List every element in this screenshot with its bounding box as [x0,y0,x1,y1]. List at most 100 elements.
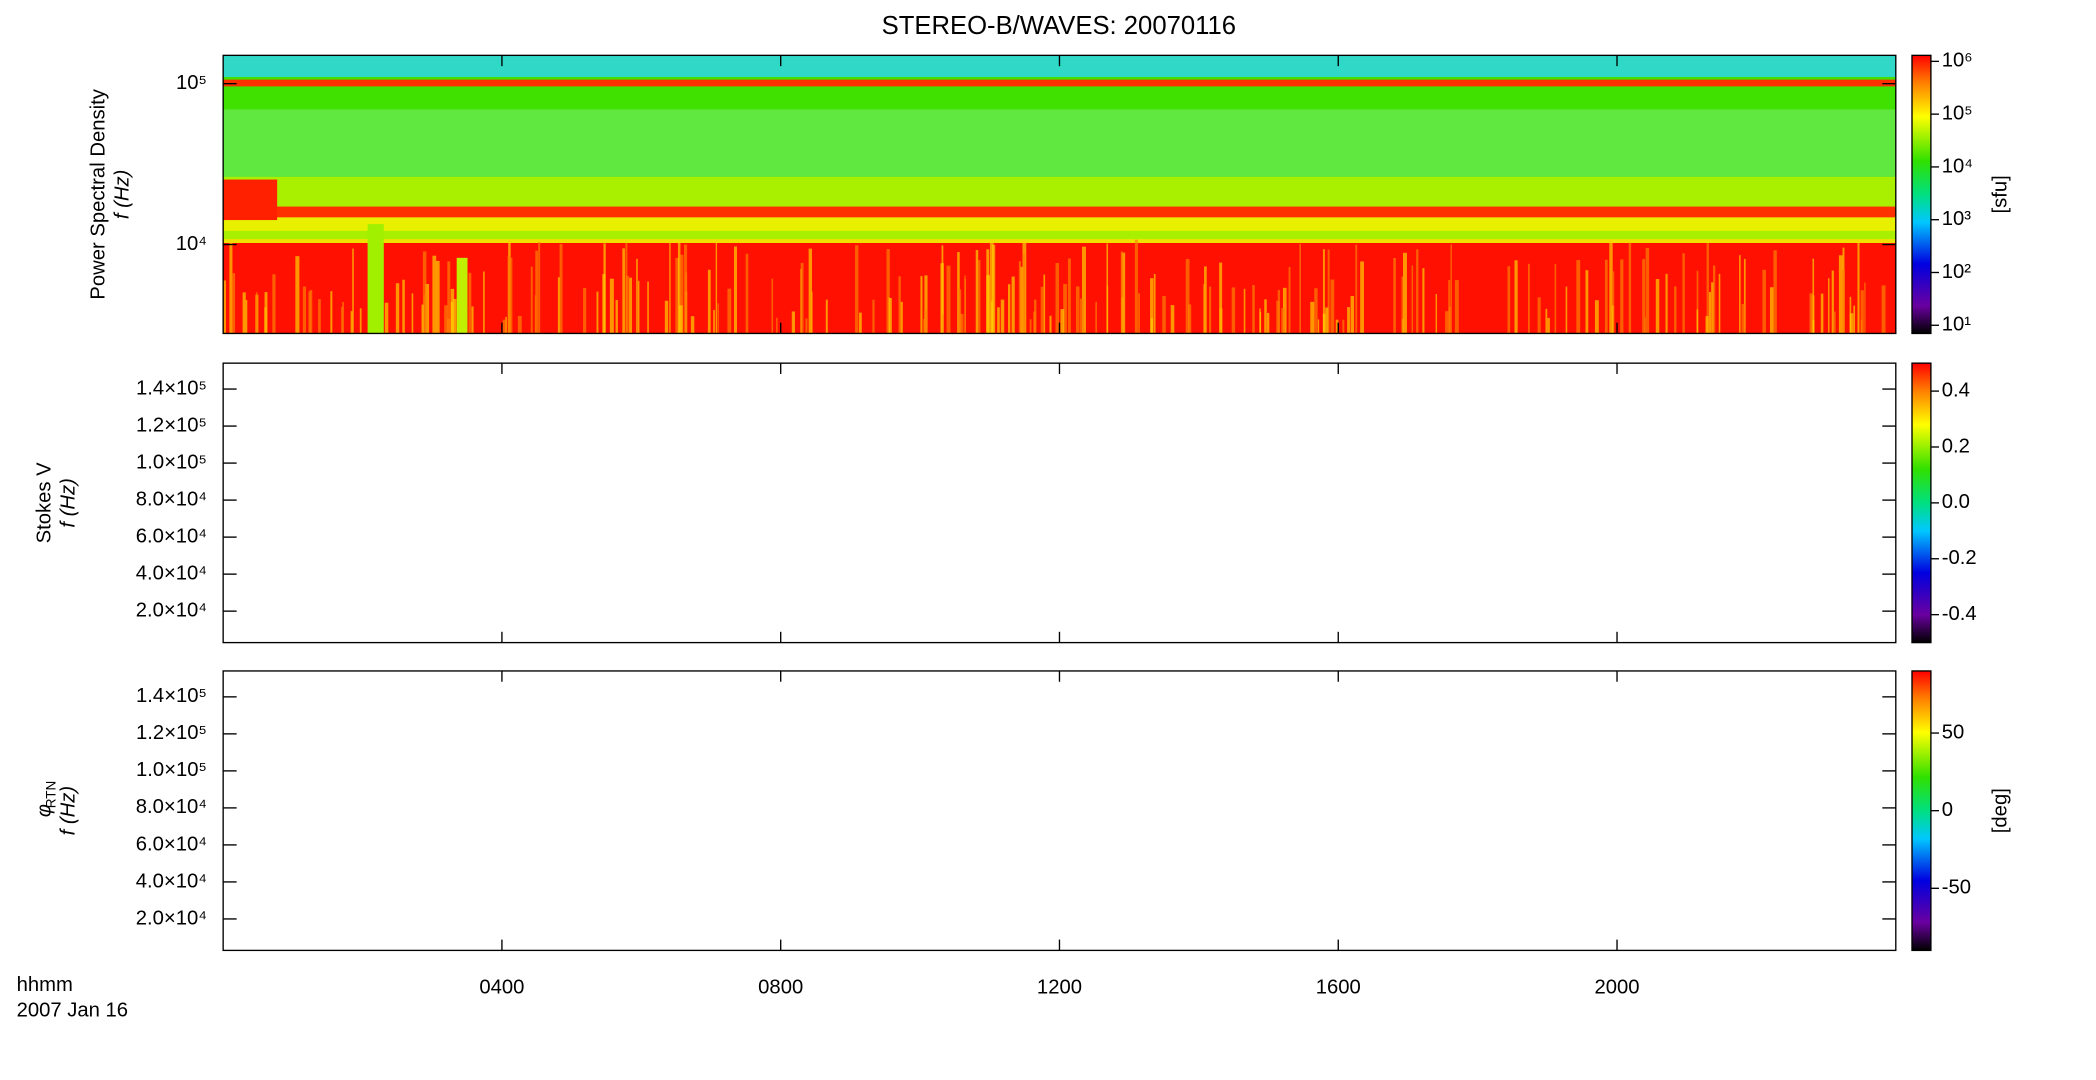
spectrogram-streak [923,319,927,334]
spectrogram-streak [1820,293,1824,334]
spectrogram-streak [1645,247,1650,334]
spectrogram-streak [1402,252,1407,334]
spectrogram-streak [1202,284,1205,334]
spectrogram-streak [425,283,430,334]
x-tick-label: 2000 [1594,977,1639,999]
spectrogram-streak [1067,258,1071,334]
colorbar-tick-label: -50 [1942,877,1971,899]
plot-frame [222,670,1897,952]
spectrogram-streak [1081,246,1086,334]
spectrogram-streak [1448,280,1451,334]
spectrogram-streak [647,281,649,334]
spectrogram-streak [1033,311,1036,334]
spectrogram-band [223,243,1896,334]
spectrogram-streak [1040,286,1044,334]
spectrogram-streak [1628,242,1632,334]
spectrogram-streak [805,318,808,334]
spectrogram-streak [942,314,944,334]
spectrogram-streak [637,280,640,334]
y-tick-label: 4.0×10⁴ [136,870,207,892]
spectrogram-streak [1360,261,1364,334]
colorbar [1911,54,1932,335]
spectrogram-streak [1537,297,1541,334]
spectrogram-streak [1393,258,1396,334]
spectrogram-streak [1674,286,1677,334]
spectrogram-streak [924,275,928,334]
spectrogram-streak [1347,307,1350,334]
spectrogram-streak [603,243,606,334]
spectrogram-streak [679,254,684,334]
spectrogram-streak [447,261,451,334]
spectrogram-streak [1049,315,1052,334]
spectrogram-streak [1079,298,1084,334]
spectrogram-streak [898,276,901,334]
spectrogram-streak [350,311,353,334]
spectrogram-streak [1401,276,1404,334]
spectrogram-band [223,109,1896,177]
spectrogram-streak [330,291,333,334]
spectrogram-streak [1281,308,1286,334]
spectrogram-streak [538,241,541,334]
colorbar [1911,362,1932,644]
spectrogram-streak [1860,290,1864,334]
x-tick-label: 1200 [1037,977,1082,999]
spectrogram-streak [318,299,321,334]
spectrogram-streak [359,308,362,334]
spectrogram-streak [978,260,981,334]
spectrogram-streak [559,244,563,334]
colorbar-tick-label: -0.2 [1942,547,1977,569]
spectrogram-streak [1547,317,1550,334]
spectrogram-streak [1739,255,1741,334]
spectrogram-streak [679,305,683,334]
y-tick-label: 2.0×10⁴ [136,907,207,929]
spectrogram-streak [1322,249,1325,334]
spectrogram-streak [1063,283,1067,334]
colorbar-tick-label: 10⁵ [1942,102,1973,124]
y-tick-label: 1.2×10⁵ [136,414,207,436]
spectrogram-streak [432,255,437,334]
spectrogram-streak [707,269,711,334]
spectrogram-streak [629,277,632,334]
spectrogram-streak [1642,259,1646,334]
y-tick-label: 6.0×10⁴ [136,833,207,855]
spectrogram-streak [1527,263,1530,334]
spectrogram-streak [1209,286,1212,334]
spectrogram-streak [622,248,625,334]
spectrogram-streak [1317,319,1320,334]
colorbar-tick-label: 10³ [1942,208,1972,230]
spectrogram-streak [1696,270,1699,334]
spectrogram-streak [1243,288,1246,334]
y-tick-label: 1.0×10⁵ [136,451,207,473]
spectrogram-streak [302,286,307,334]
spectrogram-streak [223,280,226,334]
spectrogram-streak [1022,253,1026,334]
spectrogram-streak [1849,313,1854,334]
spectrogram-streak [1299,243,1302,334]
spectrogram-streak [745,253,749,334]
spectrogram-streak [1849,296,1852,334]
spectrogram-streak [1314,288,1318,334]
spectrogram-streak [352,248,354,334]
spectrogram-streak [471,306,474,334]
spectrogram-streak [1325,307,1329,334]
spectrogram-streak [1448,306,1451,334]
spectrogram-streak [1445,311,1449,334]
spectrogram-streak [855,245,859,334]
spectrogram-streak [975,249,979,334]
spectrogram-streak [958,289,962,334]
colorbar-tick-label: 0.0 [1942,491,1970,513]
spectrogram-streak [808,248,813,334]
spectrogram-streak [1335,319,1339,334]
x-tick-label: 0400 [479,977,524,999]
spectrogram-streak [1545,308,1548,334]
spectrogram-streak [1259,308,1261,334]
y-axis-label: Stokes V [33,462,55,544]
spectrogram-band [223,79,1896,87]
y-axis-label: Power Spectral Density [87,88,109,299]
spectrogram-streak [872,299,875,334]
spectrogram-streak [1706,243,1709,334]
y-tick-label: 2.0×10⁴ [136,599,207,621]
spectrogram-streak [1712,265,1716,334]
spectrogram-streak [986,275,991,334]
spectrogram-streak [1576,260,1581,334]
